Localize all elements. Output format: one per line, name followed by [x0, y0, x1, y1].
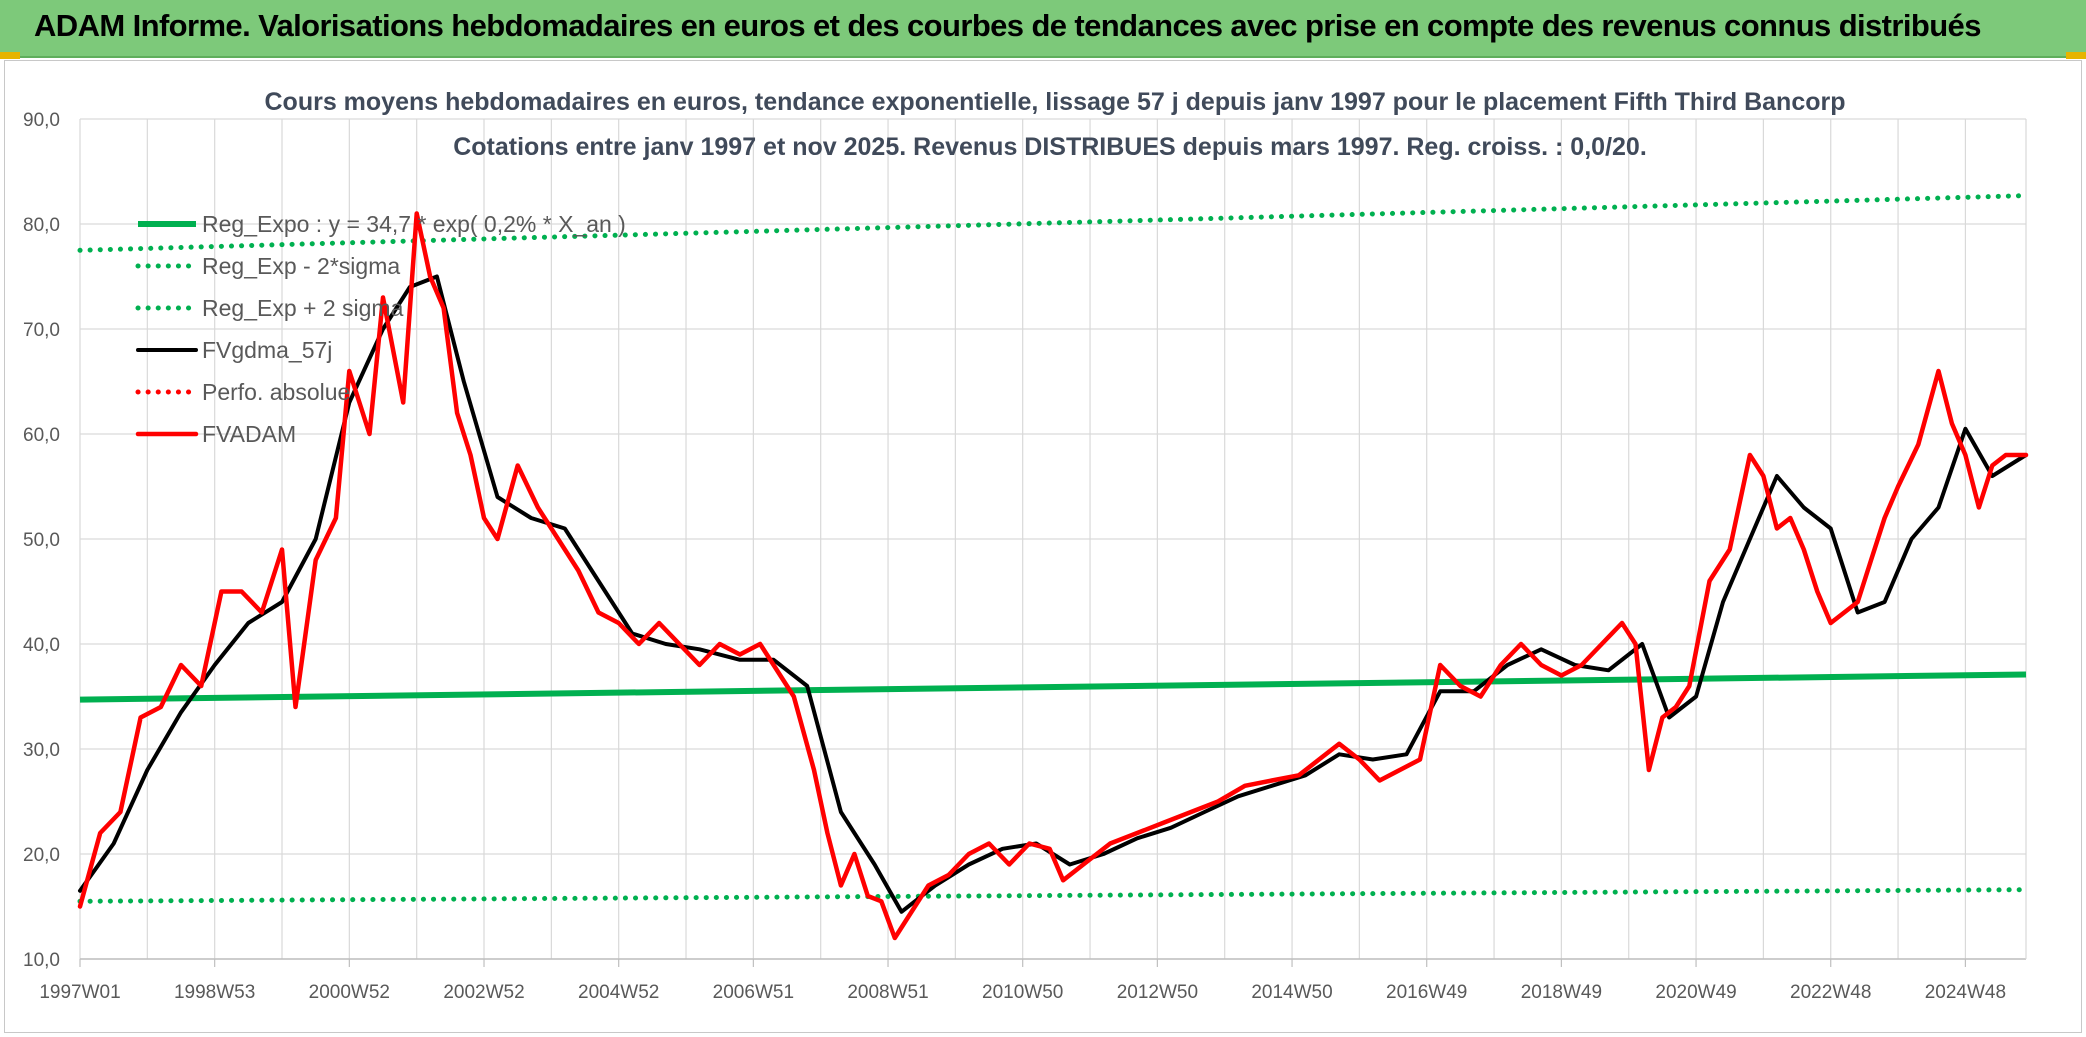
corner-marker-right [2066, 52, 2086, 59]
y-tick-label: 30,0 [23, 740, 60, 761]
x-tick-label: 2006W51 [713, 982, 794, 1003]
y-tick-label: 20,0 [23, 845, 60, 866]
fvadam-line [77, 211, 2029, 941]
legend: Reg_Expo : y = 34,7 * exp( 0,2% * X_an )… [135, 211, 626, 447]
legend-item-reg-plus-2sigma: Reg_Exp + 2 sigma [202, 295, 404, 321]
x-tick-label: 2012W50 [1117, 982, 1198, 1003]
corner-marker-left [0, 52, 20, 59]
x-tick-label: 2004W52 [578, 982, 659, 1003]
x-tick-label: 2022W48 [1790, 982, 1871, 1003]
reg-minus-2sigma-line [77, 887, 2029, 904]
x-tick-label: 1998W53 [174, 982, 255, 1003]
y-tick-label: 10,0 [23, 950, 60, 971]
x-tick-label: 2014W50 [1251, 982, 1332, 1003]
legend-item-reg-expo: Reg_Expo : y = 34,7 * exp( 0,2% * X_an ) [202, 211, 626, 237]
grid [79, 118, 2027, 960]
x-tick-label: 2024W48 [1925, 982, 2006, 1003]
y-tick-label: 60,0 [23, 425, 60, 446]
chart-frame [4, 60, 2082, 1033]
fvgdma-57j-line [78, 274, 2028, 914]
tick-labels: 10,0 20,0 30,0 40,0 50,0 60,0 70,0 80,0 90,0 1997… [23, 110, 2006, 1003]
y-tick-label: 40,0 [23, 635, 60, 656]
x-tick-label: 2010W50 [982, 982, 1063, 1003]
x-tick-label: 2008W51 [847, 982, 928, 1003]
report-title: ADAM Informe. Valorisations hebdomadaire… [34, 8, 1981, 43]
legend-item-perfo-absolue: Perfo. absolue [202, 379, 350, 405]
y-tick-label: 70,0 [23, 320, 60, 341]
legend-item-fvgdma-57j: FVgdma_57j [202, 337, 332, 363]
x-tick-label: 2020W49 [1655, 982, 1736, 1003]
y-tick-label: 90,0 [23, 110, 60, 131]
x-tick-label: 2000W52 [309, 982, 390, 1003]
y-tick-label: 50,0 [23, 530, 60, 551]
reg-plus-2sigma-line [77, 193, 2029, 253]
chart-title: Cours moyens hebdomadaires en euros, ten… [265, 88, 1846, 116]
report-banner: ADAM Informe. Valorisations hebdomadaire… [0, 0, 2086, 58]
x-tick-label: 2016W49 [1386, 982, 1467, 1003]
legend-item-reg-minus-2sigma: Reg_Exp - 2*sigma [202, 253, 400, 279]
series-group [77, 193, 2029, 941]
x-tick-label: 1997W01 [39, 982, 120, 1003]
legend-item-fvadam: FVADAM [202, 421, 296, 447]
x-tick-label: 2002W52 [443, 982, 524, 1003]
reg-expo-line [79, 671, 2027, 703]
y-tick-label: 80,0 [23, 215, 60, 236]
chart-subtitle: Cotations entre janv 1997 et nov 2025. R… [453, 133, 1647, 161]
x-tick-label: 2018W49 [1521, 982, 1602, 1003]
